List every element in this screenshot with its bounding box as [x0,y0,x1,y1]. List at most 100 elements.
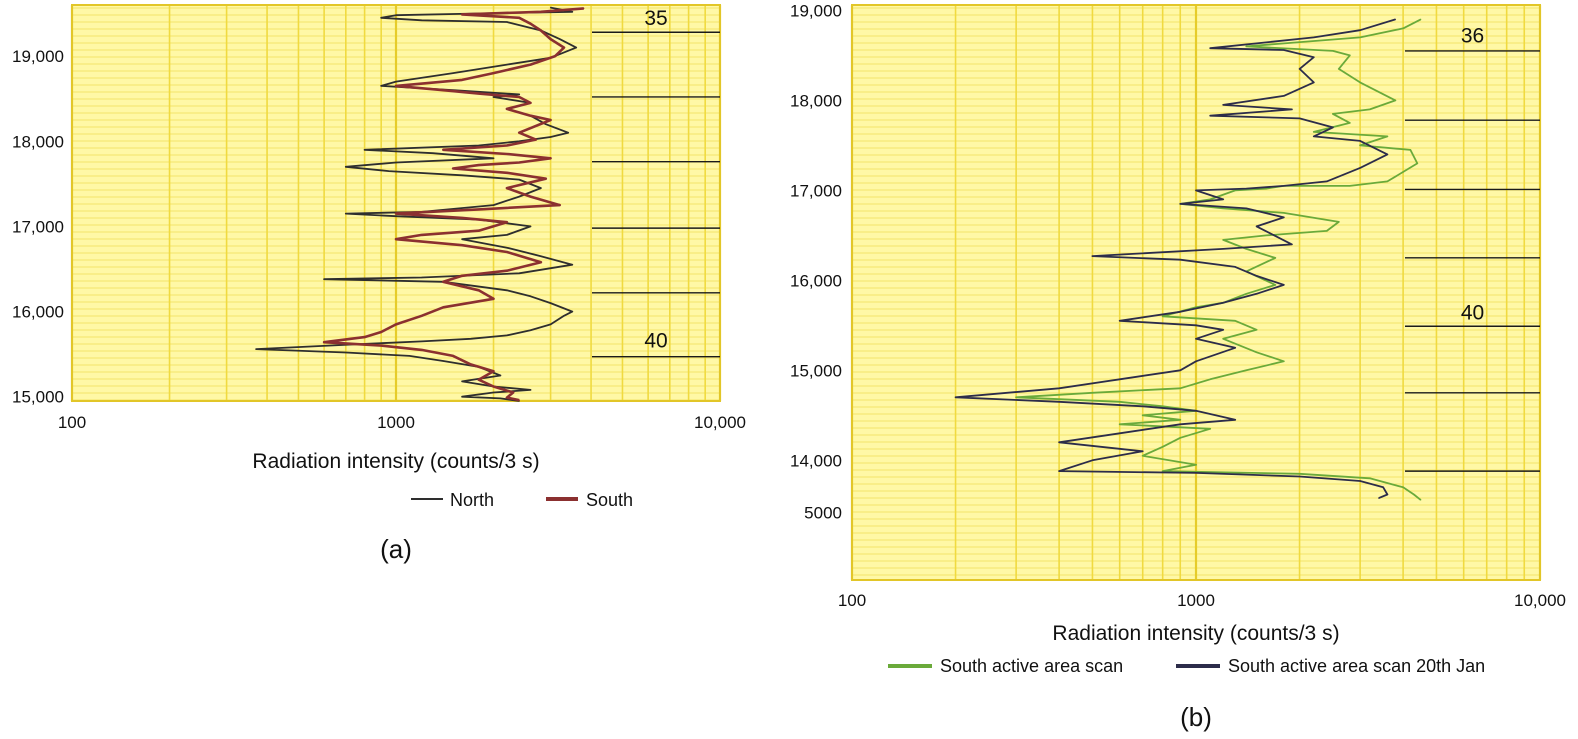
data-point [1195,189,1197,191]
data-point [461,275,463,277]
data-point [499,374,501,377]
data-point [380,331,382,333]
data-point [255,348,257,350]
data-point [1142,414,1144,416]
data-point [461,79,463,81]
data-point [955,396,957,398]
data-point [1058,441,1060,443]
data-point [1179,387,1181,389]
data-point [442,281,444,283]
data-point [395,213,397,215]
data-point [1222,198,1224,200]
data-point [1245,369,1247,371]
data-point [1291,243,1293,245]
data-point [518,17,520,19]
x-tick-label: 100 [58,413,86,432]
y-tick-label: 17,000 [12,217,64,236]
plot-frame [71,4,721,402]
data-point [506,247,508,249]
data-point [1058,387,1060,389]
data-point [540,187,542,189]
data-point [1313,135,1315,137]
data-point [1245,248,1247,250]
data-point [1265,188,1267,190]
data-point [1386,180,1388,182]
data-point [1058,470,1060,472]
y-tick-label: 16,000 [12,303,64,322]
y-tick-label: 18,000 [790,91,842,110]
legend-north-label: North [450,490,494,510]
data-point [1291,108,1293,110]
data-point [550,38,552,40]
panel-b-series-lines [954,18,1422,501]
data-point [1179,203,1181,205]
y-tick-label: 17,000 [790,181,842,200]
data-point [1420,499,1422,501]
y-tick-label: 15,000 [12,388,64,407]
panel-b-x-axis-label: Radiation intensity (counts/3 s) [1052,622,1339,645]
data-point [452,355,454,357]
panel-a-depth-marks: 35 40 [592,7,720,358]
data-point [1359,167,1361,169]
data-point [1179,311,1181,313]
data-point [1195,410,1197,412]
data-point [388,170,390,172]
data-point [1162,315,1164,317]
data-point [1386,493,1388,496]
y-tick-label: 16,000 [790,271,842,290]
x-tick-label: 1000 [1177,591,1215,610]
x-tick-label: 10,000 [1514,591,1566,610]
data-point [518,93,520,95]
data-point [529,196,532,198]
data-point [1195,338,1197,340]
data-point [364,149,366,151]
data-point [1283,95,1285,97]
data-point [1222,248,1224,250]
data-point [1195,360,1197,362]
data-point [1245,45,1247,48]
data-point [1162,470,1164,472]
data-point [323,278,325,280]
data-point [1274,284,1276,286]
data-point [1256,351,1258,353]
data-point [1222,239,1224,241]
data-point [478,208,480,210]
data-point [506,289,508,291]
data-point [1222,207,1224,209]
y-tick-label: 15,000 [790,361,842,380]
data-point [478,93,480,95]
data-point [1091,392,1093,394]
data-point [461,238,463,240]
data-point [421,349,423,351]
data-point [492,204,495,206]
data-point [529,329,532,331]
data-point [1179,419,1181,421]
data-point [1394,99,1396,101]
data-point [470,338,472,340]
data-point [1349,185,1351,187]
data-point [421,19,423,21]
panel-b-grid [850,4,1542,581]
data-point [380,85,382,87]
x-tick-label: 10,000 [694,413,746,432]
data-point [395,238,397,240]
data-point [492,391,495,394]
data-point [395,81,397,83]
data-point [1299,68,1301,70]
data-point [554,55,556,57]
data-point [550,136,552,138]
data-point [1265,234,1267,236]
data-point [529,225,532,227]
data-point [492,96,495,98]
data-point [1119,423,1121,425]
data-point [1359,29,1361,31]
x-tick-label: 1000 [377,413,415,432]
data-point [1245,293,1247,295]
data-point [529,295,532,297]
data-point [1222,338,1224,340]
panel-b-y-tick-labels: 5000 14,000 15,000 16,000 17,000 18,000 19,000 [790,1,842,522]
data-point [1256,275,1258,277]
data-point [478,230,480,232]
data-point [1338,221,1340,223]
data-point [559,204,561,206]
